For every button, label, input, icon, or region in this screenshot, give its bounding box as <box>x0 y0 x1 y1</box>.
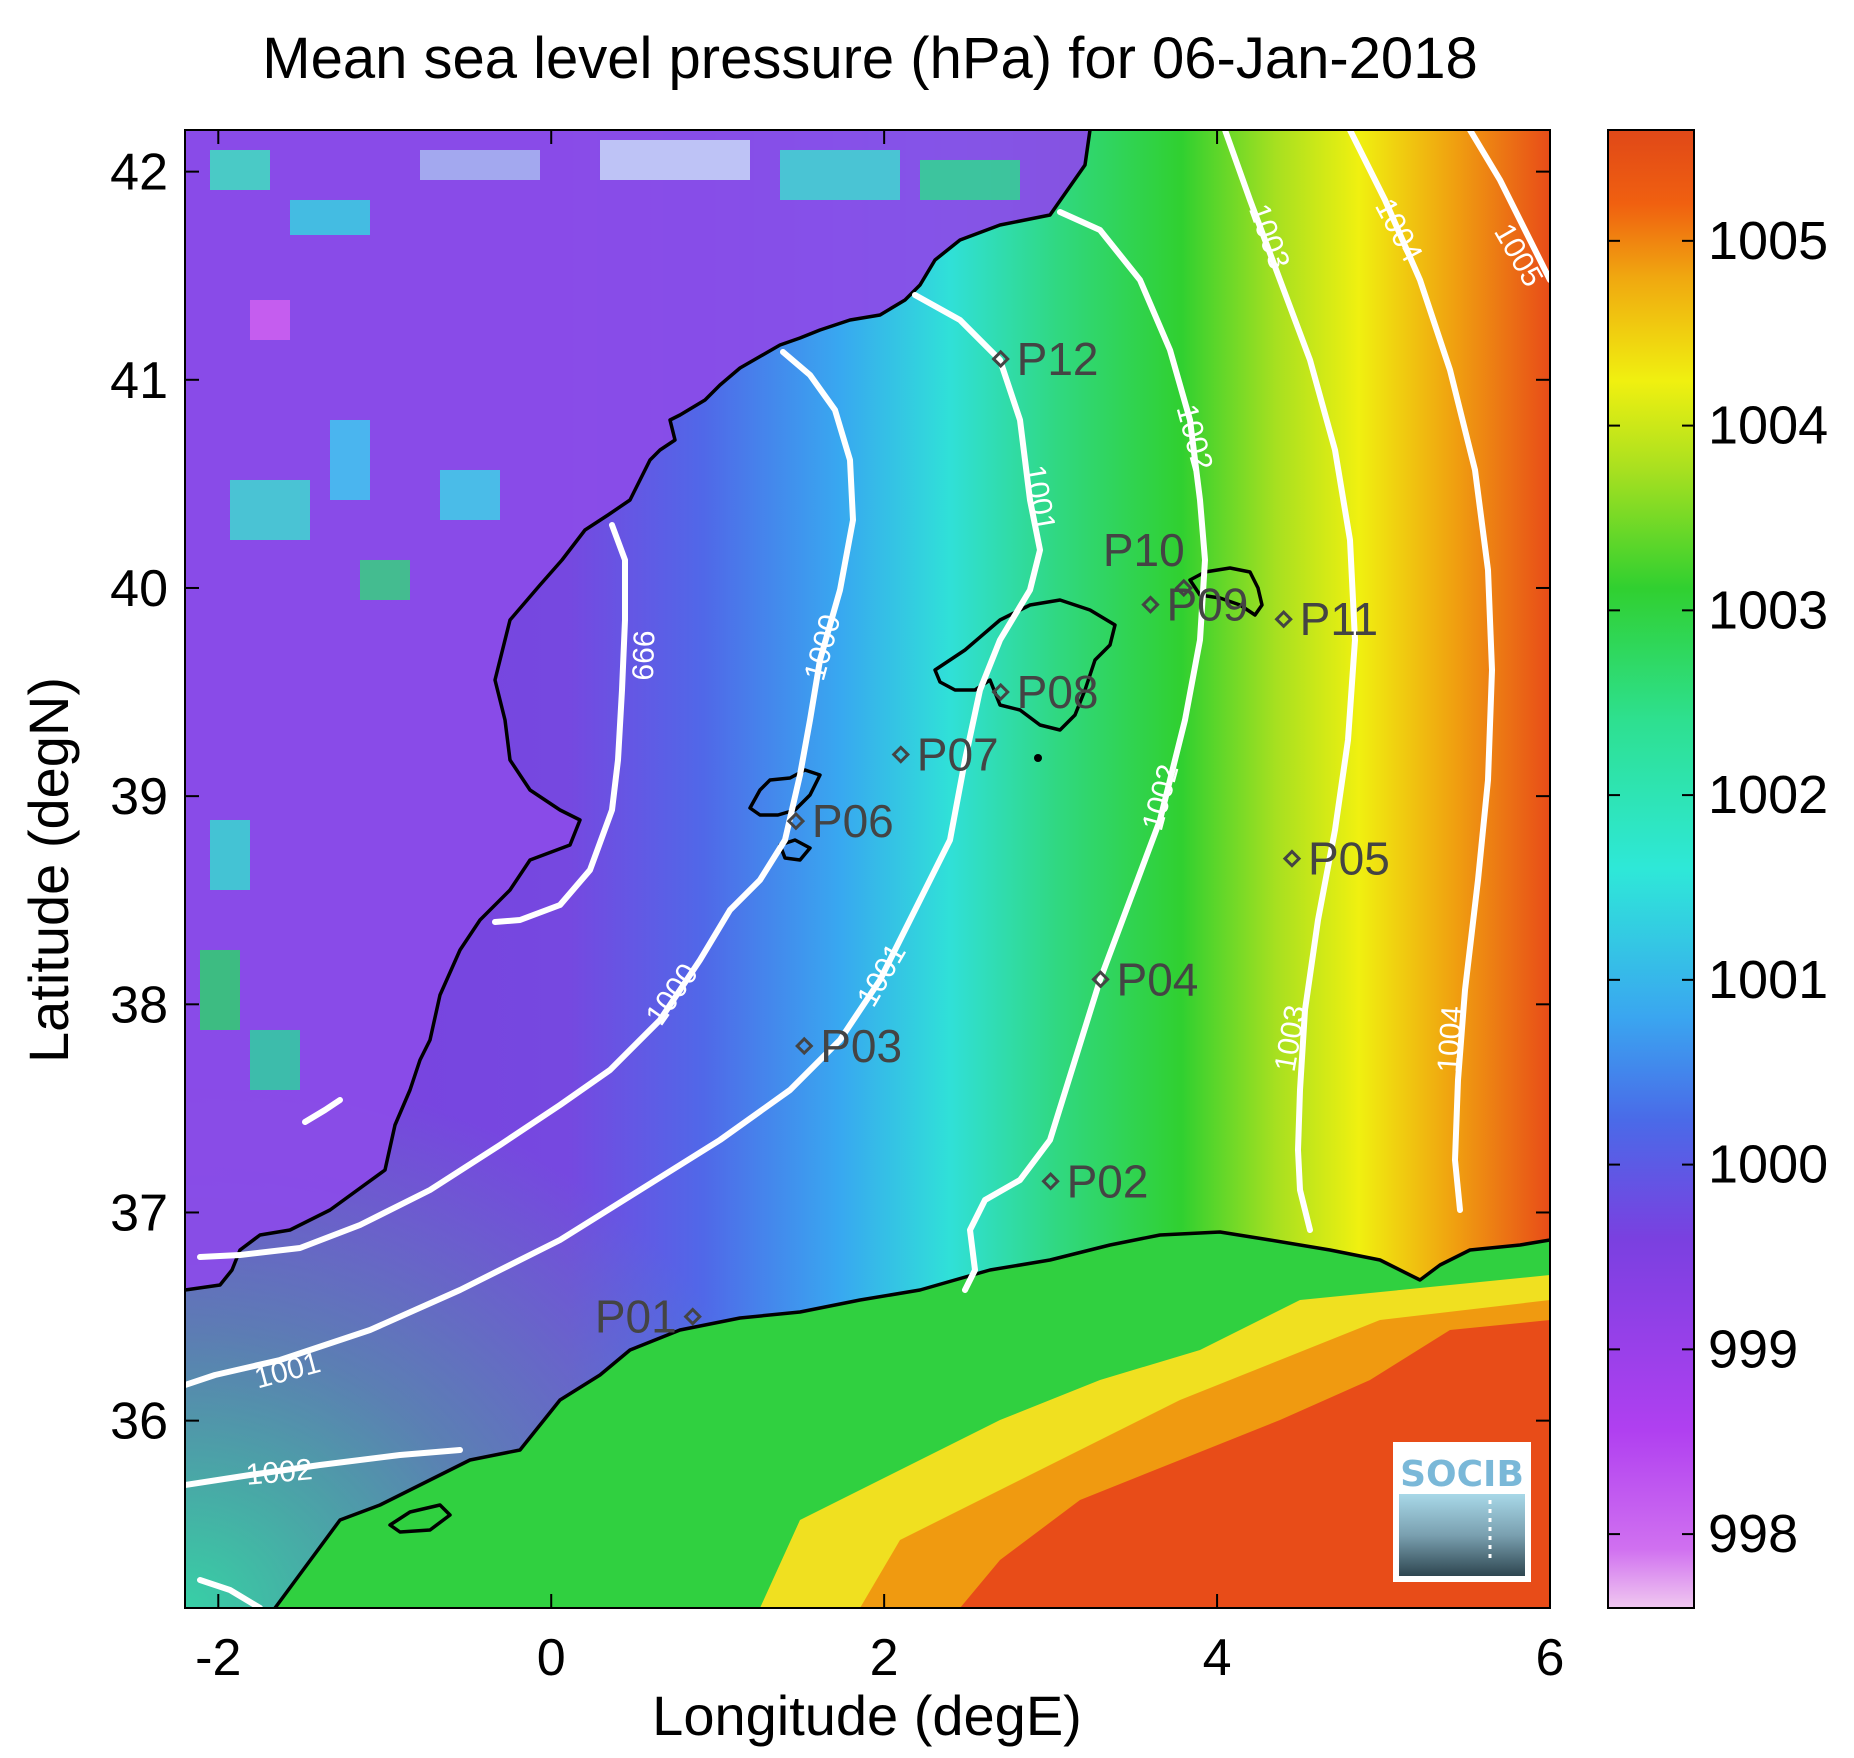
station-marker-icon <box>1091 970 1110 989</box>
station-p10: P10 <box>1103 524 1193 598</box>
x-tick-label: 0 <box>537 1629 566 1687</box>
colorbar-tick-label: 998 <box>1708 1504 1798 1564</box>
x-axis-label: Longitude (degE) <box>652 1684 1082 1747</box>
station-marker-icon <box>891 745 910 764</box>
station-label: P09 <box>1166 579 1248 631</box>
station-marker-icon <box>1141 595 1160 614</box>
station-marker-icon <box>1274 610 1293 629</box>
station-p08: P08 <box>991 666 1099 718</box>
station-marker-icon <box>991 349 1010 369</box>
isobar-1002-sw <box>185 1447 463 1488</box>
y-tick-label: 37 <box>110 1184 168 1242</box>
station-marker-icon <box>1282 849 1302 868</box>
isobar-label: 1004 <box>1432 1005 1470 1074</box>
colorbar-tick-label: 1004 <box>1708 396 1828 456</box>
isobar-1002 <box>962 209 1208 1293</box>
station-label: P11 <box>1300 593 1378 645</box>
station-label: P07 <box>917 729 999 781</box>
isobar-1000 <box>197 349 856 1260</box>
y-tick-label: 38 <box>110 976 168 1034</box>
island-formentera <box>778 838 812 862</box>
coastline <box>185 130 1550 1608</box>
isobar-1004 <box>1347 130 1495 1213</box>
island-ibiza <box>748 768 822 817</box>
station-marker-icon <box>786 811 806 831</box>
station-marker-icon <box>1041 1172 1060 1191</box>
island-cabrera <box>1034 754 1042 762</box>
station-p07: P07 <box>891 729 999 781</box>
y-axis: 36 37 38 39 40 41 42 <box>110 144 1550 1451</box>
station-label: P05 <box>1308 833 1390 885</box>
x-tick-label: 4 <box>1203 1629 1232 1687</box>
x-tick-label: 2 <box>870 1629 899 1687</box>
x-tick-label: -2 <box>195 1629 241 1687</box>
station-label: P12 <box>1017 333 1099 385</box>
colorbar: 998 999 1000 1001 1002 1003 1004 1005 <box>1607 129 1828 1609</box>
map-plot-area: 999 1000 1000 1001 1001 1001 1002 1002 1… <box>185 130 1550 1608</box>
isobar-999-west <box>302 1097 343 1125</box>
station-marker-icon <box>1174 578 1193 598</box>
colorbar-tick-label: 1005 <box>1708 211 1828 271</box>
station-label: P10 <box>1103 524 1185 576</box>
isobar-1002-corner <box>197 1577 263 1608</box>
y-tick-label: 42 <box>110 144 168 202</box>
isobar-999 <box>492 522 628 925</box>
socib-logo: SOCIB <box>1393 1442 1531 1582</box>
station-label: P08 <box>1017 666 1099 718</box>
station-p05: P05 <box>1282 833 1390 885</box>
isobar-1005 <box>1467 130 1550 283</box>
x-tick-label: 6 <box>1536 1629 1565 1687</box>
colorbar-tick-label: 1003 <box>1708 580 1828 640</box>
station-p06: P06 <box>786 795 894 847</box>
x-axis: -2 0 2 4 6 <box>195 130 1564 1687</box>
colorbar-tick-label: 1000 <box>1708 1135 1828 1195</box>
isobar-1001 <box>185 292 1043 1388</box>
station-label: P03 <box>820 1020 902 1072</box>
colorbar-tick-label: 1002 <box>1708 765 1828 825</box>
station-p01: P01 <box>595 1291 702 1343</box>
isobar-1003 <box>1222 130 1358 1233</box>
y-tick-label: 36 <box>110 1393 168 1451</box>
station-marker-icon <box>683 1307 702 1326</box>
station-p02: P02 <box>1041 1155 1149 1207</box>
land-iberia <box>185 130 1090 1290</box>
y-tick-label: 40 <box>110 560 168 618</box>
isobar-label: 1002 <box>244 1453 313 1492</box>
station-label: P06 <box>812 795 894 847</box>
isobar-contours <box>185 130 1550 1608</box>
station-marker-icon <box>991 682 1010 702</box>
station-p12: P12 <box>991 333 1099 385</box>
plot-frame <box>184 129 1551 1609</box>
station-p03: P03 <box>795 1020 902 1072</box>
y-tick-label: 41 <box>110 352 168 410</box>
station-label: P04 <box>1117 953 1199 1005</box>
chart-title: Mean sea level pressure (hPa) for 06-Jan… <box>262 26 1477 91</box>
station-p09: P09 <box>1141 579 1248 631</box>
island-menorca <box>1188 566 1264 617</box>
iberia-texture <box>200 140 1020 1090</box>
station-p11: P11 <box>1274 593 1378 645</box>
colorbar-tick-label: 999 <box>1708 1319 1798 1379</box>
colorbar-ticks: 998 999 1000 1001 1002 1003 1004 1005 <box>1608 211 1828 1564</box>
station-label: P01 <box>595 1291 677 1343</box>
isobar-label: 999 <box>625 630 660 681</box>
station-p04: P04 <box>1091 953 1199 1005</box>
station-label: P02 <box>1067 1155 1149 1207</box>
y-axis-label: Latitude (degN) <box>17 677 80 1063</box>
station-marker-icon <box>795 1036 814 1056</box>
socib-logo-text: SOCIB <box>1400 1454 1524 1495</box>
colorbar-gradient <box>1607 129 1695 1609</box>
colorbar-tick-label: 1001 <box>1708 950 1828 1010</box>
y-tick-label: 39 <box>110 768 168 826</box>
